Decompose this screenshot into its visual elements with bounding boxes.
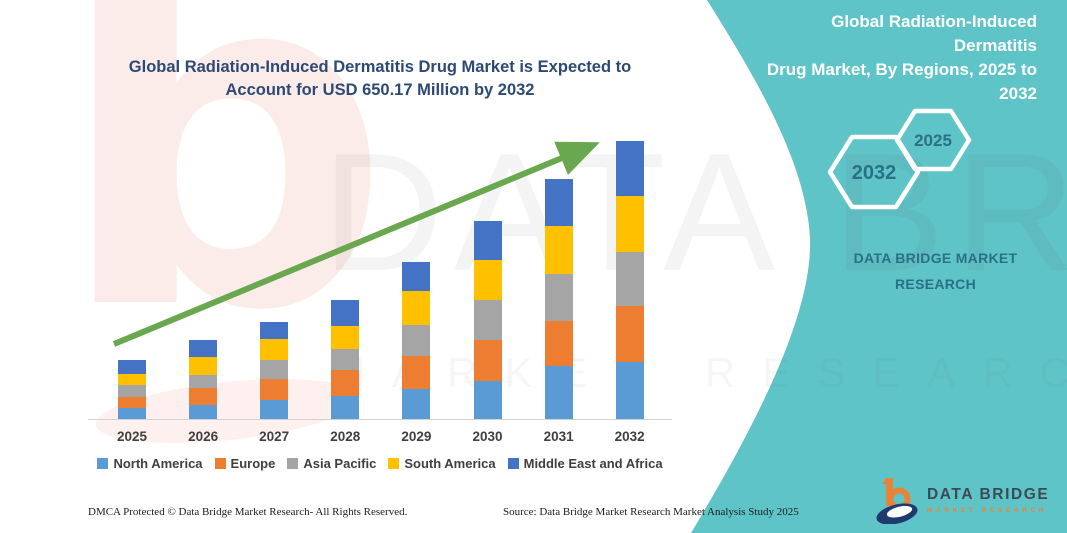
hexagon-2032 (827, 134, 921, 210)
dmca-notice: DMCA Protected © Data Bridge Market Rese… (88, 506, 408, 518)
x-axis-label-2031: 2031 (543, 429, 574, 444)
segment-2031-north-america (544, 365, 573, 419)
x-axis-label-2029: 2029 (401, 429, 432, 444)
side-panel-title: Global Radiation-Induced Dermatitis Drug… (745, 10, 1037, 106)
segment-2028-asia-pacific (331, 348, 360, 370)
legend-label: Asia Pacific (303, 456, 377, 471)
side-panel-brand-text: DATA BRIDGE MARKET RESEARCH (818, 245, 1053, 297)
segment-2032-south-america (615, 196, 644, 253)
segment-2032-europe (615, 306, 644, 363)
side-panel-title-line2: Drug Market, By Regions, 2025 to (766, 60, 1037, 79)
legend-item-europe: Europe (214, 456, 276, 471)
legend-item-north-america: North America (97, 456, 203, 471)
legend-label: South America (404, 456, 496, 471)
brand-text-line2: RESEARCH (895, 276, 976, 292)
segment-2025-middle-east-and-africa (118, 359, 146, 374)
segment-2028-north-america (331, 395, 360, 419)
x-axis-label-2028: 2028 (330, 429, 361, 444)
legend-item-middle-east-and-africa: Middle East and Africa (507, 456, 663, 471)
logo-subtitle: MARKET RESEARCH (927, 507, 1048, 514)
segment-2026-south-america (189, 356, 218, 375)
legend-item-south-america: South America (388, 456, 496, 471)
hexagon-2025 (894, 108, 972, 172)
hexagon-2032-label: 2032 (852, 162, 897, 184)
x-axis-label-2032: 2032 (614, 429, 645, 444)
chart-legend: North America Europe Asia Pacific South Ame… (86, 456, 674, 471)
legend-swatch-icon (388, 458, 400, 469)
segment-2032-middle-east-and-africa (615, 141, 644, 197)
segment-2032-north-america (615, 362, 644, 419)
legend-item-asia-pacific: Asia Pacific (287, 456, 376, 471)
hexagon-2025-label: 2025 (914, 131, 952, 150)
x-axis-label-2026: 2026 (188, 429, 219, 444)
x-axis-label-2030: 2030 (472, 429, 503, 444)
legend-label: North America (113, 456, 203, 471)
side-panel-title-line1: Global Radiation-Induced Dermatitis (831, 12, 1037, 55)
bar-2026 (189, 339, 218, 419)
chart-title-line2: Account for USD 650.17 Million by 2032 (225, 81, 535, 99)
segment-2025-asia-pacific (118, 384, 146, 397)
segment-2032-asia-pacific (615, 252, 644, 307)
legend-swatch-icon (97, 458, 109, 469)
legend-swatch-icon (507, 458, 519, 469)
segment-2026-north-america (189, 404, 218, 419)
chart-title-line1: Global Radiation-Induced Dermatitis Drug… (128, 58, 632, 76)
segment-2027-north-america (260, 400, 289, 419)
segment-2028-europe (331, 369, 360, 396)
legend-swatch-icon (287, 458, 299, 469)
databridge-logo-text: DATA BRIDGE MARKET RESEARCH (927, 486, 1049, 514)
segment-2026-asia-pacific (189, 374, 218, 388)
brand-text-line1: DATA BRIDGE MARKET (853, 250, 1018, 266)
x-axis-line (88, 419, 672, 420)
logo-name: DATA BRIDGE (927, 486, 1050, 503)
segment-2029-north-america (402, 389, 431, 419)
segment-2027-asia-pacific (260, 360, 289, 380)
segment-2025-south-america (118, 373, 146, 385)
segment-2027-europe (260, 379, 289, 401)
bar-2025 (118, 359, 146, 419)
teal-panel-shape (691, 0, 1067, 533)
chart-title: Global Radiation-Induced Dermatitis Drug… (88, 56, 672, 102)
databridge-logo-icon (876, 478, 918, 524)
bar-2032 (615, 141, 644, 419)
segment-2025-north-america (118, 407, 146, 419)
legend-label: Middle East and Africa (523, 456, 663, 471)
segment-2026-europe (189, 387, 218, 405)
segment-2025-europe (118, 396, 146, 408)
segment-2030-north-america (473, 380, 502, 419)
legend-swatch-icon (214, 458, 226, 469)
x-axis-label-2025: 2025 (116, 429, 148, 444)
databridge-logo: DATA BRIDGE MARKET RESEARCH (874, 476, 1049, 524)
x-axis-label-2027: 2027 (259, 429, 290, 444)
source-note: Source: Data Bridge Market Research Mark… (503, 506, 799, 518)
side-panel-title-line3: 2032 (999, 84, 1037, 103)
legend-label: Europe (230, 456, 276, 471)
segment-2029-europe (402, 356, 431, 390)
